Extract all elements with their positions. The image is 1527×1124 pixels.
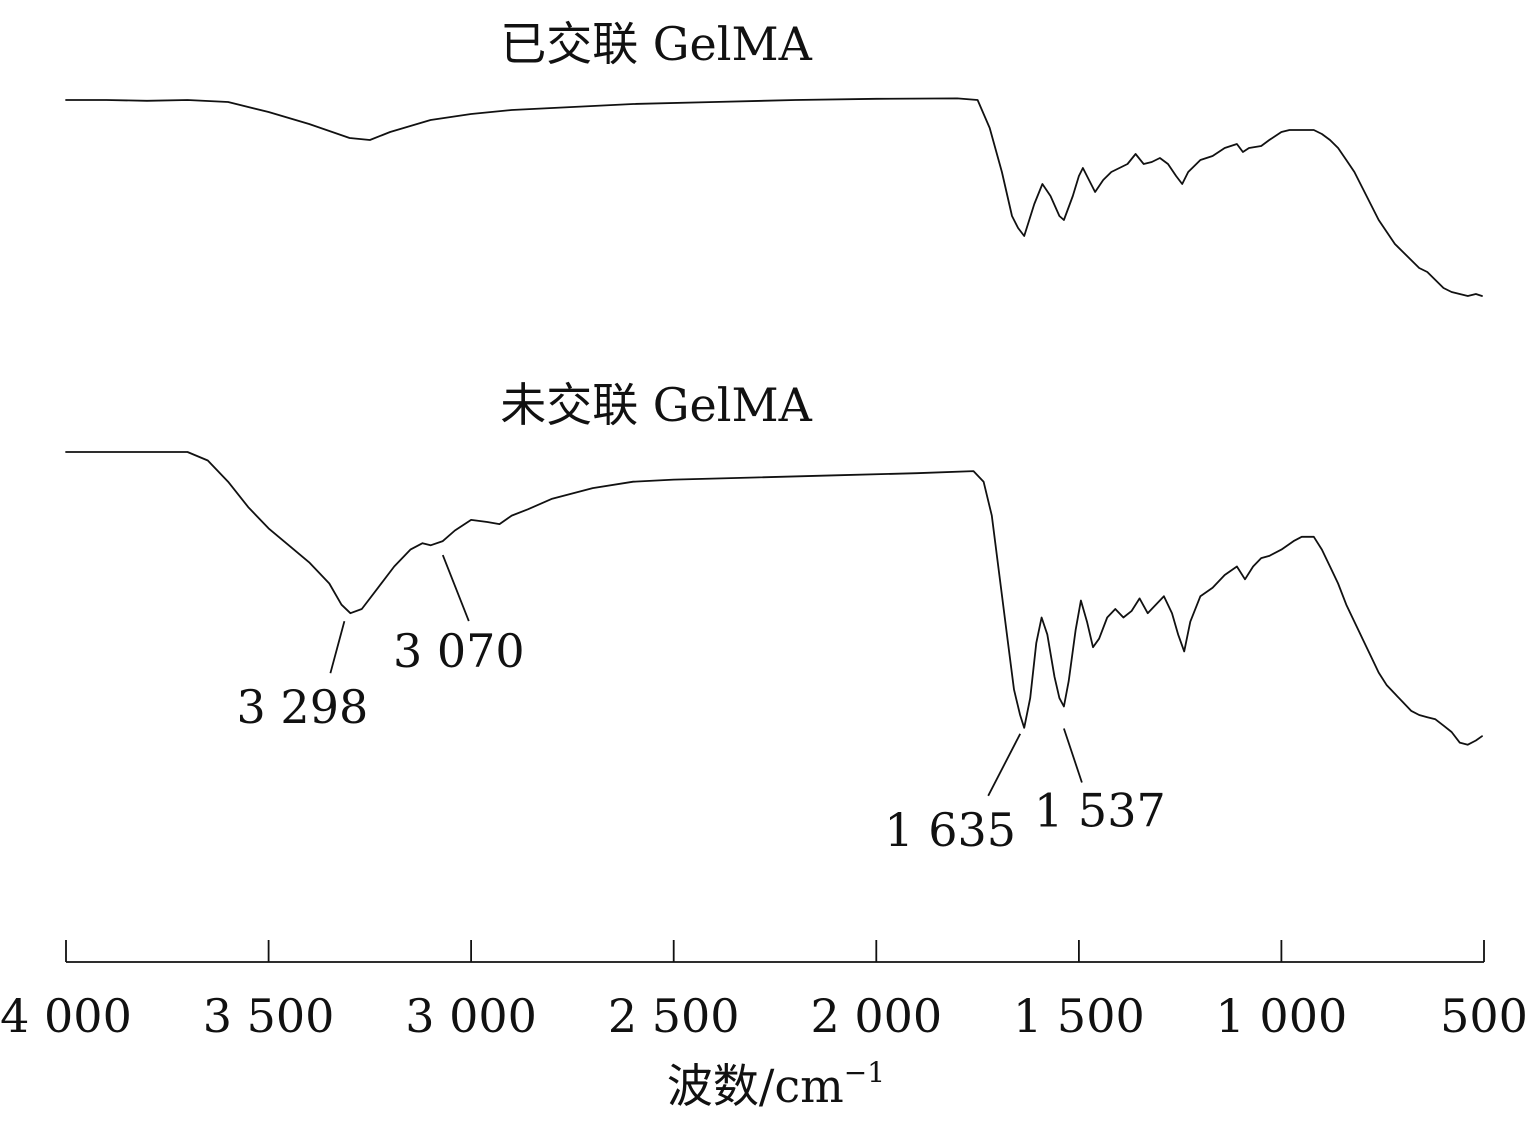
x-axis-title-main: 波数 (667, 1059, 759, 1113)
x-tick-label-2500: 2 500 (608, 989, 740, 1043)
x-tick-label-2000: 2 000 (810, 989, 942, 1043)
series-label-crosslinked: 已交联 GelMA (500, 17, 812, 71)
x-axis-title-superscript: −1 (844, 1056, 885, 1089)
leader-line-1635 (987, 733, 1021, 797)
x-tick-label-500: 500 (1440, 989, 1527, 1043)
x-axis: 4 000 3 500 3 000 2 500 2 000 1 500 1 000 500 (0, 940, 1527, 1043)
peak-label-1537: 1 537 (1034, 784, 1166, 838)
x-tick-label-4000: 4 000 (0, 989, 132, 1043)
leader-line-3070 (441, 554, 470, 622)
x-tick-label-3500: 3 500 (203, 989, 335, 1043)
leader-line-3298 (329, 620, 346, 674)
series-line-crosslinked (65, 97, 1483, 297)
x-tick-label-1000: 1 000 (1216, 989, 1348, 1043)
peak-label-3070: 3 070 (393, 624, 525, 678)
series-label-uncrosslinked: 未交联 GelMA (500, 378, 812, 432)
x-tick-label-1500: 1 500 (1013, 989, 1145, 1043)
leader-line-1537 (1063, 728, 1083, 783)
series-group: 已交联 GelMA 未交联 GelMA (65, 17, 1483, 746)
x-axis-title: 波数/cm−1 (667, 1056, 885, 1113)
peak-label-3298: 3 298 (237, 680, 369, 734)
x-tick-label-3000: 3 000 (405, 989, 537, 1043)
peak-label-1635: 1 635 (884, 803, 1016, 857)
x-axis-title-unit: /cm (759, 1059, 844, 1113)
peak-annotations: 3 298 3 070 1 635 1 537 (237, 554, 1166, 857)
series-line-uncrosslinked (65, 451, 1483, 746)
